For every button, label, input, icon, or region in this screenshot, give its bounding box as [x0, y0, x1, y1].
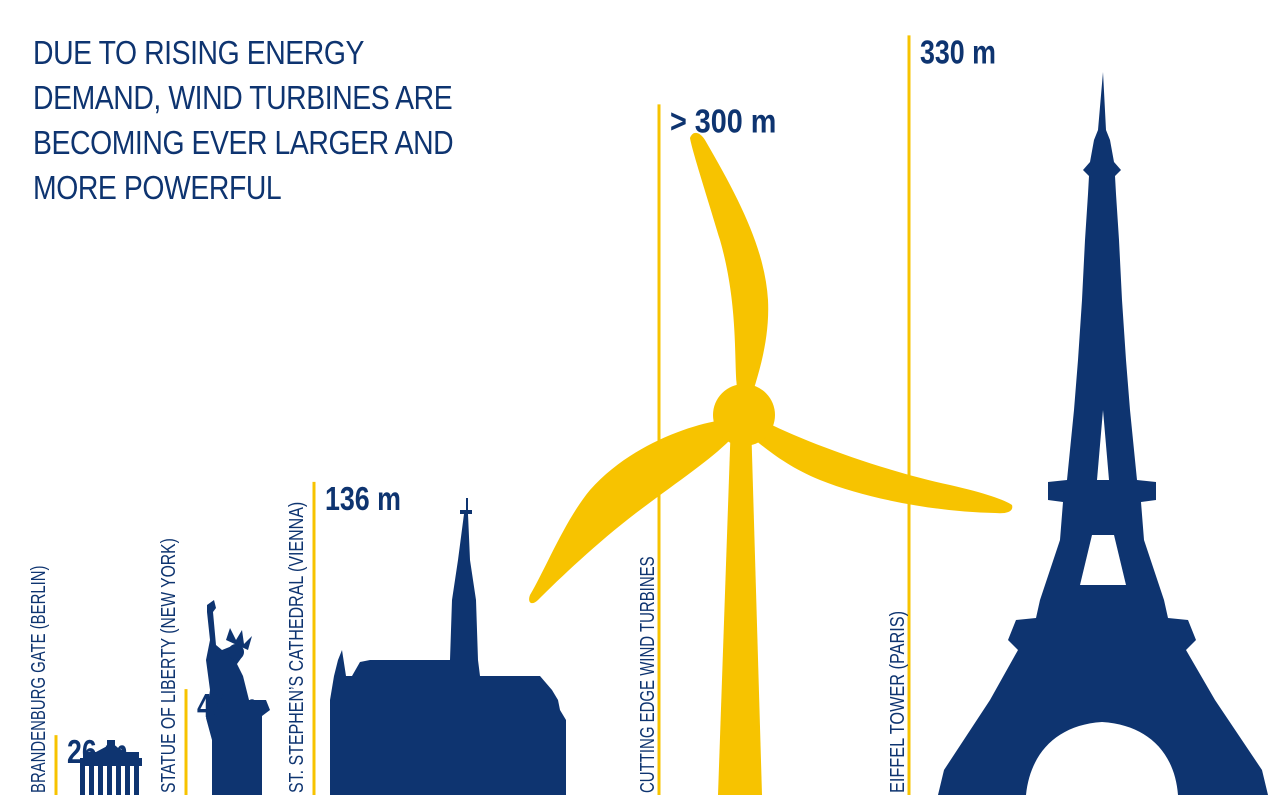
- category-label: ST. STEPHEN’S CATHEDRAL (VIENNA): [286, 502, 308, 793]
- turbine-blade: [529, 420, 730, 604]
- eiffel-tower-icon: [938, 72, 1268, 795]
- statue-of-liberty-icon: [206, 600, 270, 795]
- cathedral-icon: [330, 498, 566, 795]
- wind-turbine-icon: [529, 132, 1013, 795]
- turbine-tower: [718, 420, 762, 795]
- category-label: EIFFEL TOWER (PARIS): [887, 611, 909, 793]
- category-label: BRANDENBURG GATE (BERLIN): [28, 566, 50, 794]
- turbine-blade: [755, 420, 1013, 514]
- turbine-blade: [690, 132, 769, 395]
- headline: DUE TO RISING ENERGY DEMAND, WIND TURBIN…: [33, 34, 454, 206]
- category-label: STATUE OF LIBERTY (NEW YORK): [158, 538, 180, 793]
- value-label: > 300 m: [670, 102, 776, 139]
- turbine-hub: [713, 384, 775, 446]
- value-label: 26 m: [67, 733, 128, 770]
- value-label: 136 m: [325, 480, 401, 517]
- value-label: 46 m: [197, 687, 258, 724]
- brandenburg-gate-icon: [80, 740, 142, 795]
- category-label: CUTTING EDGE WIND TURBINES: [637, 556, 659, 793]
- value-label: 330 m: [920, 33, 996, 70]
